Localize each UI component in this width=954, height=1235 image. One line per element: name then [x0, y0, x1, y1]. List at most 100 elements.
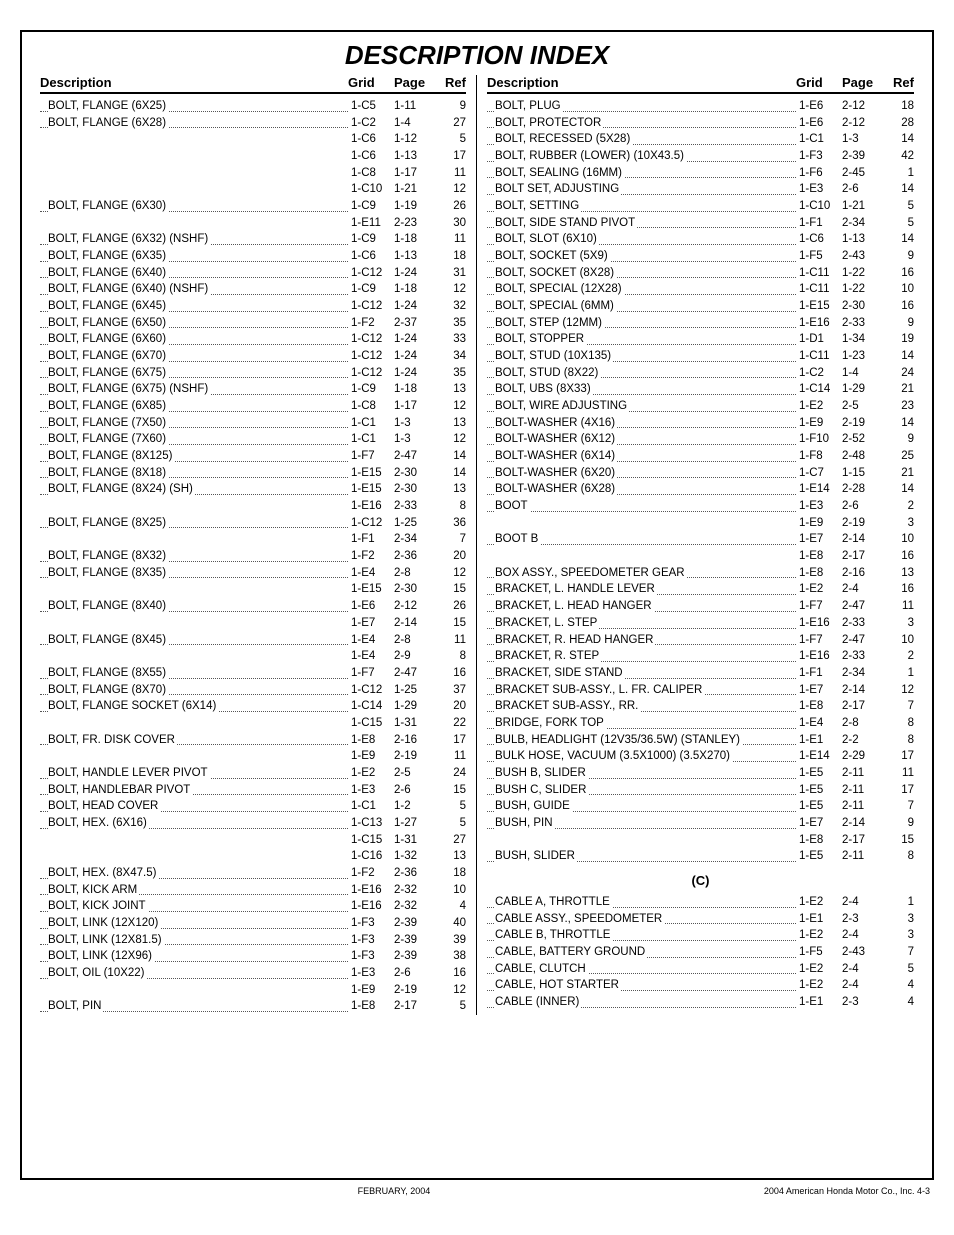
index-row: BOLT, FLANGE (8X35) 1-E42-812	[40, 565, 466, 582]
index-row: BOLT, SOCKET (8X28) 1-C111-2216	[487, 265, 914, 282]
ref-cell: 13	[886, 565, 914, 582]
ref-cell: 15	[438, 581, 466, 598]
desc-cell: BOLT, STUD (10X135)	[487, 348, 796, 365]
index-row: CABLE A, THROTTLE 1-E22-41	[487, 894, 914, 911]
grid-cell: 1-E8	[348, 732, 394, 749]
desc-cell: BOLT, FLANGE (6X35)	[40, 248, 348, 265]
desc-cell: BOLT, FLANGE (6X85)	[40, 398, 348, 415]
ref-cell: 13	[438, 415, 466, 432]
index-row: BOLT, PIN 1-E82-175	[40, 998, 466, 1015]
page-cell: 2-4	[842, 927, 886, 944]
page-cell: 2-45	[842, 165, 886, 182]
page-cell: 2-8	[394, 632, 438, 649]
page-cell: 2-17	[842, 548, 886, 565]
grid-cell: 1-E7	[796, 682, 842, 699]
page-cell: 1-31	[394, 715, 438, 732]
grid-cell: 1-C7	[796, 465, 842, 482]
index-row: 1-C151-3122	[40, 715, 466, 732]
index-row: BOX ASSY., SPEEDOMETER GEAR 1-E82-1613	[487, 565, 914, 582]
page-cell: 2-3	[842, 911, 886, 928]
index-row: BRACKET, R. STEP 1-E162-332	[487, 648, 914, 665]
grid-cell: 1-F8	[796, 448, 842, 465]
desc-cell: BOLT-WASHER (6X28)	[487, 481, 796, 498]
index-row: BOLT, LINK (12X120) 1-F32-3940	[40, 915, 466, 932]
hdr-desc: Description	[40, 75, 348, 90]
desc-cell: BOLT, HANDLEBAR PIVOT	[40, 782, 348, 799]
index-row: BOLT, SPECIAL (6MM) 1-E152-3016	[487, 298, 914, 315]
grid-cell: 1-E6	[796, 98, 842, 115]
grid-cell: 1-C9	[348, 281, 394, 298]
ref-cell: 13	[438, 481, 466, 498]
page-cell: 2-19	[842, 415, 886, 432]
right-rows: BOLT, PLUG 1-E62-1218BOLT, PROTECTOR 1-E…	[487, 98, 914, 1011]
index-row: 1-E112-2330	[40, 215, 466, 232]
page-cell: 2-33	[394, 498, 438, 515]
footer-date: FEBRUARY, 2004	[24, 1186, 764, 1196]
page-cell: 2-19	[842, 515, 886, 532]
ref-cell: 14	[886, 415, 914, 432]
ref-cell: 5	[438, 815, 466, 832]
grid-cell: 1-E4	[348, 648, 394, 665]
grid-cell: 1-C12	[348, 298, 394, 315]
grid-cell: 1-E7	[348, 615, 394, 632]
page-cell: 1-24	[394, 298, 438, 315]
desc-cell: BOLT-WASHER (6X20)	[487, 465, 796, 482]
ref-cell: 16	[438, 665, 466, 682]
page-cell: 2-12	[842, 98, 886, 115]
page-cell: 2-33	[842, 615, 886, 632]
page-cell: 1-3	[842, 131, 886, 148]
ref-cell: 3	[886, 515, 914, 532]
ref-cell: 14	[438, 448, 466, 465]
desc-cell: BRACKET, R. HEAD HANGER	[487, 632, 796, 649]
index-row: BOLT, FR. DISK COVER 1-E82-1617	[40, 732, 466, 749]
page-cell: 1-25	[394, 682, 438, 699]
grid-cell: 1-E1	[796, 911, 842, 928]
page-cell: 2-39	[842, 148, 886, 165]
desc-cell: BRACKET SUB-ASSY., L. FR. CALIPER	[487, 682, 796, 699]
page-cell: 2-39	[394, 932, 438, 949]
index-row: BOLT-WASHER (6X28) 1-E142-2814	[487, 481, 914, 498]
desc-cell: BOLT, SPECIAL (12X28)	[487, 281, 796, 298]
desc-cell: BOLT, FLANGE (8X35)	[40, 565, 348, 582]
index-row: BOLT, FLANGE SOCKET (6X14) 1-C141-2920	[40, 698, 466, 715]
index-row: BOLT, KICK JOINT 1-E162-324	[40, 898, 466, 915]
page-cell: 2-17	[842, 832, 886, 849]
hdr-ref: Ref	[438, 75, 466, 90]
ref-cell: 14	[886, 481, 914, 498]
grid-cell: 1-C14	[348, 698, 394, 715]
grid-cell: 1-C6	[796, 231, 842, 248]
desc-cell: BOLT, FLANGE (6X40) (NSHF)	[40, 281, 348, 298]
grid-cell: 1-F1	[348, 531, 394, 548]
page-cell: 1-4	[394, 115, 438, 132]
page-cell: 2-48	[842, 448, 886, 465]
index-row: BOLT, PLUG 1-E62-1218	[487, 98, 914, 115]
ref-cell: 20	[438, 698, 466, 715]
desc-cell: BOLT, KICK JOINT	[40, 898, 348, 915]
page-cell: 2-32	[394, 898, 438, 915]
grid-cell: 1-E4	[348, 565, 394, 582]
ref-cell: 22	[438, 715, 466, 732]
page-cell: 1-22	[842, 281, 886, 298]
index-row: BRACKET, SIDE STAND 1-F12-341	[487, 665, 914, 682]
page-cell: 2-4	[842, 581, 886, 598]
page-cell: 1-31	[394, 832, 438, 849]
grid-cell: 1-C9	[348, 198, 394, 215]
desc-cell: BOLT, SETTING	[487, 198, 796, 215]
page-cell: 2-47	[394, 665, 438, 682]
page-cell: 2-30	[394, 481, 438, 498]
page-cell: 2-14	[842, 531, 886, 548]
ref-cell: 14	[438, 465, 466, 482]
desc-cell: BOLT, KICK ARM	[40, 882, 348, 899]
index-row: BRACKET SUB-ASSY., RR. 1-E82-177	[487, 698, 914, 715]
grid-cell: 1-C2	[796, 365, 842, 382]
index-row: BOLT, FLANGE (6X25) 1-C51-119	[40, 98, 466, 115]
page-cell: 1-21	[842, 198, 886, 215]
index-page: DESCRIPTION INDEX Description Grid Page …	[20, 30, 934, 1180]
left-column: Description Grid Page Ref BOLT, FLANGE (…	[34, 75, 477, 1015]
page-cell: 1-12	[394, 131, 438, 148]
page-cell: 2-29	[842, 748, 886, 765]
desc-cell: BOLT, FLANGE (6X28)	[40, 115, 348, 132]
index-row: 1-E72-1415	[40, 615, 466, 632]
desc-cell: CABLE, BATTERY GROUND	[487, 944, 796, 961]
ref-cell: 37	[438, 682, 466, 699]
